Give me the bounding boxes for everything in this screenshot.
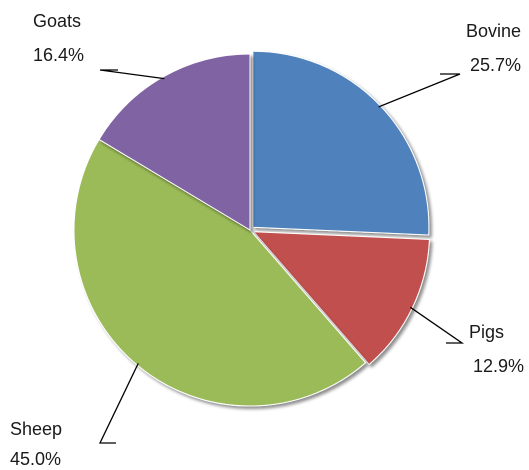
leader-line-sheep [98, 363, 139, 444]
leader-line-bovine [378, 73, 461, 108]
label-pigs-name: Pigs [469, 322, 504, 342]
label-pigs-value: 12.9% [473, 356, 524, 376]
label-bovine-value: 25.7% [470, 55, 521, 75]
label-goats-value: 16.4% [33, 45, 84, 65]
leader-line-goats [99, 69, 165, 80]
label-bovine-name: Bovine [466, 21, 521, 41]
leader-line-pigs [409, 306, 465, 344]
pie-slices [73, 50, 430, 407]
leader-lines [98, 69, 465, 444]
label-sheep-value: 45.0% [10, 449, 61, 469]
label-goats-name: Goats [33, 11, 81, 31]
pie-slice-bovine [252, 50, 430, 236]
pie-slice-goats [98, 53, 251, 231]
label-sheep-name: Sheep [10, 419, 62, 439]
